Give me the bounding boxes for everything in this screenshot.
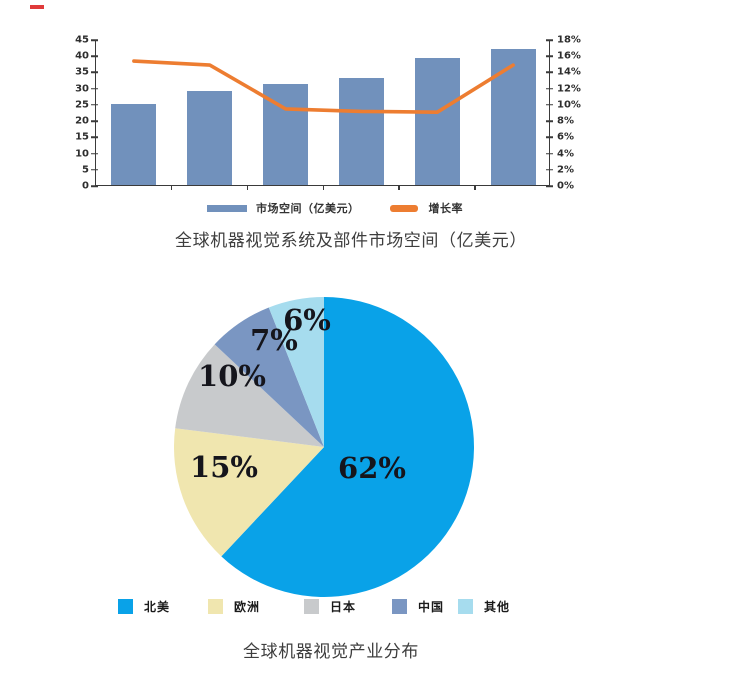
pie-legend-item-3: 中国: [392, 598, 444, 615]
pie-label-north-america: 62%: [338, 451, 406, 485]
right-axis-tick: [546, 39, 553, 41]
growth-line-series: [132, 59, 515, 114]
left-axis-tick-label: 0: [82, 180, 89, 192]
pie: [174, 297, 474, 597]
left-axis-tick: [91, 169, 98, 171]
pie-label-others: 6%: [283, 303, 331, 337]
growth-rate-legend-swatch: [389, 204, 418, 212]
pie-legend-swatch-2: [304, 599, 319, 614]
right-axis-tick-label: 4%: [557, 148, 574, 160]
pie-legend-item-2: 日本: [304, 598, 356, 615]
left-axis-tick: [91, 136, 98, 139]
pie-legend-swatch-3: [392, 599, 407, 614]
bar-5: [490, 48, 536, 185]
right-axis-tick: [546, 71, 553, 74]
right-axis-tick: [546, 104, 553, 106]
pie-slice-4: [268, 297, 324, 447]
growth-rate-legend-label: 增长率: [428, 202, 463, 215]
pie-slice-1: [174, 428, 324, 557]
right-axis-tick-label: 16%: [557, 50, 581, 62]
left-axis-tick: [91, 39, 98, 41]
pie-legend-label-2: 日本: [330, 600, 357, 614]
growth-line: [132, 59, 515, 114]
left-axis-tick-label: 45: [75, 34, 89, 46]
left-axis-tick-label: 30: [75, 83, 89, 95]
left-axis-tick: [91, 55, 98, 57]
pie-legend-swatch-4: [458, 599, 473, 614]
right-axis-tick-label: 6%: [557, 131, 574, 143]
left-axis-tick-label: 10: [75, 148, 89, 160]
right-axis-tick-label: 2%: [557, 164, 574, 176]
left-axis-tick-label: 40: [75, 50, 89, 62]
right-axis-tick: [546, 169, 553, 171]
left-axis-tick-label: 15: [75, 131, 89, 143]
combo-plot-area: [95, 40, 550, 186]
bar-3: [338, 77, 384, 185]
right-axis-tick-label: 14%: [557, 66, 581, 78]
x-axis-tick: [246, 186, 249, 190]
bar-0: [111, 103, 157, 185]
pie-slice-3: [214, 307, 324, 447]
pie-legend-swatch-0: [118, 599, 133, 614]
pie-slice-0: [221, 297, 474, 597]
pie-legend-item-1: 欧洲: [208, 598, 260, 615]
bar-1: [187, 90, 233, 185]
right-axis-tick-label: 8%: [557, 115, 574, 127]
pie-legend-item-4: 其他: [458, 598, 510, 615]
pie-legend-label-4: 其他: [484, 600, 511, 614]
left-axis-tick-label: 5: [82, 164, 89, 176]
left-axis-tick: [91, 71, 98, 74]
left-axis-tick: [91, 185, 98, 187]
pie-legend-item-0: 北美: [118, 598, 170, 615]
right-axis-tick: [546, 120, 553, 122]
right-axis-tick: [546, 55, 553, 57]
pie-label-japan: 10%: [198, 359, 266, 393]
left-axis-tick-label: 25: [75, 99, 89, 111]
left-axis-tick: [91, 87, 98, 90]
right-axis-tick-label: 0%: [557, 180, 574, 192]
left-axis-tick-label: 35: [75, 66, 89, 78]
red-dash-mark: [30, 5, 44, 9]
combo-chart-title: 全球机器视觉系统及部件市场空间（亿美元）: [175, 231, 527, 250]
pie-legend-label-1: 欧洲: [234, 600, 261, 614]
x-axis-tick: [322, 186, 324, 190]
right-axis-tick-label: 10%: [557, 99, 581, 111]
market-space-legend-swatch: [207, 204, 247, 212]
left-axis-tick: [91, 152, 98, 155]
right-axis-tick-label: 12%: [557, 83, 581, 95]
pie-legend-swatch-1: [208, 599, 223, 614]
right-axis-tick-label: 18%: [557, 34, 581, 46]
pie-legend-label-0: 北美: [144, 600, 171, 614]
x-axis-tick: [474, 186, 476, 190]
market-space-legend-label: 市场空间（亿美元）: [256, 202, 360, 215]
left-axis-tick: [91, 120, 98, 122]
combo-legend: 市场空间（亿美元） 增长率: [207, 200, 463, 216]
right-axis-tick: [546, 185, 553, 187]
right-axis-tick: [546, 152, 553, 155]
x-axis-tick: [170, 186, 173, 190]
pie-label-europe: 15%: [190, 450, 258, 484]
pie-legend-label-3: 中国: [418, 600, 445, 614]
right-axis-tick: [546, 136, 553, 139]
x-axis-tick: [398, 186, 400, 190]
left-axis-tick-label: 20: [75, 115, 89, 127]
pie-label-china: 7%: [250, 323, 298, 357]
left-axis-tick: [91, 104, 98, 106]
pie-slice-2: [175, 344, 324, 447]
bar-4: [414, 58, 460, 185]
pie-chart-title: 全球机器视觉产业分布: [243, 642, 419, 661]
right-axis-tick: [546, 87, 553, 90]
